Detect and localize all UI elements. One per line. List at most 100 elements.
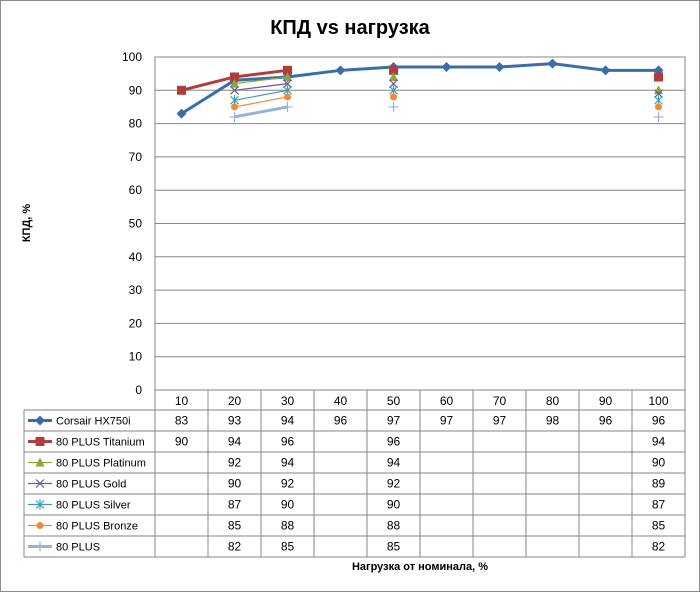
legend-key-marker — [35, 437, 45, 446]
data-label: 96 — [281, 435, 295, 449]
data-label: 98 — [546, 414, 560, 428]
data-label: 93 — [228, 414, 242, 428]
data-label: 88 — [281, 519, 295, 533]
data-label: 97 — [387, 414, 401, 428]
data-label: 87 — [652, 498, 666, 512]
data-label: 97 — [493, 414, 507, 428]
series-line — [234, 76, 288, 85]
legend-entry: 80 PLUS Platinum — [56, 458, 146, 470]
data-point — [283, 79, 292, 89]
legend-entry: 80 PLUS Gold — [56, 479, 126, 491]
data-label: 94 — [281, 414, 295, 428]
data-point — [283, 71, 292, 81]
x-tick-label: 20 — [228, 394, 242, 408]
series-line — [234, 105, 288, 119]
series-line — [234, 89, 288, 101]
data-label: 97 — [440, 414, 454, 428]
chart-title: КПД vs нагрузка — [270, 17, 430, 39]
data-point — [283, 65, 292, 75]
data-label: 85 — [281, 540, 295, 554]
data-point — [389, 71, 398, 81]
x-tick-label: 40 — [334, 394, 348, 408]
data-label: 94 — [652, 435, 666, 449]
series-line — [234, 96, 288, 108]
y-tick-label: 50 — [129, 217, 143, 231]
x-tick-label: 90 — [599, 394, 613, 408]
series-layer — [176, 58, 664, 122]
data-label: 90 — [281, 498, 295, 512]
legend-key-marker — [35, 457, 45, 467]
data-point — [441, 61, 452, 72]
series-80-plus — [229, 101, 664, 122]
data-point — [547, 58, 558, 69]
data-point — [176, 108, 187, 119]
data-point — [390, 93, 397, 101]
legend-entry: 80 PLUS — [56, 542, 100, 554]
legend-entry: 80 PLUS Bronze — [56, 521, 138, 533]
data-label: 90 — [175, 435, 189, 449]
data-point — [231, 103, 238, 111]
legend-key-marker — [35, 499, 45, 510]
data-label: 89 — [652, 477, 666, 491]
data-label: 94 — [387, 456, 401, 470]
data-label: 85 — [228, 519, 242, 533]
y-tick-label: 10 — [129, 350, 143, 364]
series-80-plus-gold — [230, 79, 663, 99]
x-tick-label: 100 — [648, 394, 668, 408]
data-point — [230, 85, 239, 95]
legend-key-marker — [35, 415, 45, 426]
data-point — [494, 61, 505, 72]
data-point — [654, 89, 663, 99]
data-label: 96 — [599, 414, 613, 428]
data-label: 87 — [228, 498, 242, 512]
y-axis-ticks: 0 10 20 30 40 50 60 70 80 90 100 — [122, 50, 142, 397]
x-tick-label: 80 — [546, 394, 560, 408]
data-point — [282, 101, 293, 112]
y-tick-label: 80 — [129, 117, 143, 131]
x-tick-label: 30 — [281, 394, 295, 408]
data-label: 94 — [228, 435, 242, 449]
legend-key-marker — [35, 541, 45, 552]
y-tick-label: 70 — [129, 150, 143, 164]
data-label: 82 — [652, 540, 666, 554]
legend-entry: 80 PLUS Silver — [56, 500, 131, 512]
data-point — [230, 72, 239, 82]
data-label: 90 — [387, 498, 401, 512]
data-point — [335, 65, 346, 76]
data-point — [600, 65, 611, 76]
data-label: 96 — [387, 435, 401, 449]
data-point — [654, 72, 663, 82]
legend-entry: Corsair HX750i — [56, 416, 131, 428]
x-tick-label: 50 — [387, 394, 401, 408]
x-tick-label: 10 — [175, 394, 189, 408]
data-label: 85 — [387, 540, 401, 554]
y-axis-label: КПД, % — [21, 204, 33, 243]
data-point — [284, 93, 291, 101]
data-point — [229, 111, 240, 122]
legend-entry: 80 PLUS Titanium — [56, 437, 145, 449]
data-label: 83 — [175, 414, 189, 428]
y-tick-label: 60 — [129, 183, 143, 197]
x-tick-label: 70 — [493, 394, 507, 408]
data-label: 92 — [281, 477, 295, 491]
data-label: 94 — [281, 456, 295, 470]
series-line — [180, 62, 659, 115]
data-label: 96 — [334, 414, 348, 428]
data-label: 88 — [387, 519, 401, 533]
data-label: 90 — [228, 477, 242, 491]
data-label: 85 — [652, 519, 666, 533]
data-point — [389, 65, 398, 75]
data-label: 82 — [228, 540, 242, 554]
y-tick-label: 100 — [122, 50, 142, 64]
data-point — [230, 78, 239, 88]
series-80-plus-bronze — [231, 93, 662, 111]
data-point — [655, 103, 662, 111]
legend-key-marker — [35, 479, 45, 488]
data-label: 92 — [387, 477, 401, 491]
data-label: 90 — [652, 456, 666, 470]
legend-key-marker — [36, 522, 44, 529]
gridlines — [154, 56, 686, 391]
y-tick-label: 30 — [129, 283, 143, 297]
